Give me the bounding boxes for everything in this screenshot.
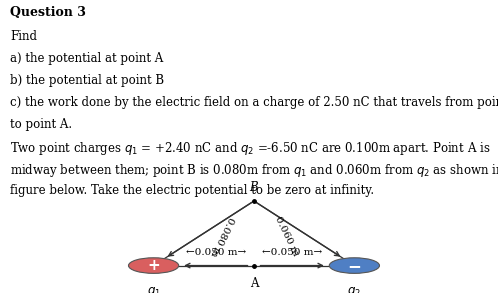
Text: A: A: [249, 277, 258, 290]
Text: midway between them; point B is 0.080m from $q_1$ and 0.060m from $q_2$ as shown: midway between them; point B is 0.080m f…: [10, 162, 498, 179]
Text: c) the work done by the electric field on a charge of 2.50 nC that travels from : c) the work done by the electric field o…: [10, 96, 498, 109]
Circle shape: [329, 258, 379, 273]
Text: figure below. Take the electric potential to be zero at infinity.: figure below. Take the electric potentia…: [10, 184, 374, 197]
Text: Find: Find: [10, 30, 37, 43]
Text: $q_1$: $q_1$: [146, 285, 160, 293]
Circle shape: [128, 258, 179, 273]
Text: to point A.: to point A.: [10, 118, 72, 131]
Text: −: −: [348, 257, 362, 275]
Text: Two point charges $q_1$ = +2.40 nC and $q_2$ =-6.50 nC are 0.100m apart. Point A: Two point charges $q_1$ = +2.40 nC and $…: [10, 140, 491, 157]
Text: Question 3: Question 3: [10, 6, 86, 19]
Text: 0.080 m: 0.080 m: [208, 215, 235, 257]
Text: 0.060 m: 0.060 m: [273, 215, 300, 257]
Text: ←0.050 m→: ←0.050 m→: [186, 248, 247, 257]
Text: ←0.050 m→: ←0.050 m→: [261, 248, 322, 257]
Text: b) the potential at point B: b) the potential at point B: [10, 74, 164, 87]
Text: B: B: [249, 181, 258, 194]
Text: +: +: [147, 258, 160, 273]
Text: $q_2$: $q_2$: [348, 285, 362, 293]
Text: a) the potential at point A: a) the potential at point A: [10, 52, 163, 65]
